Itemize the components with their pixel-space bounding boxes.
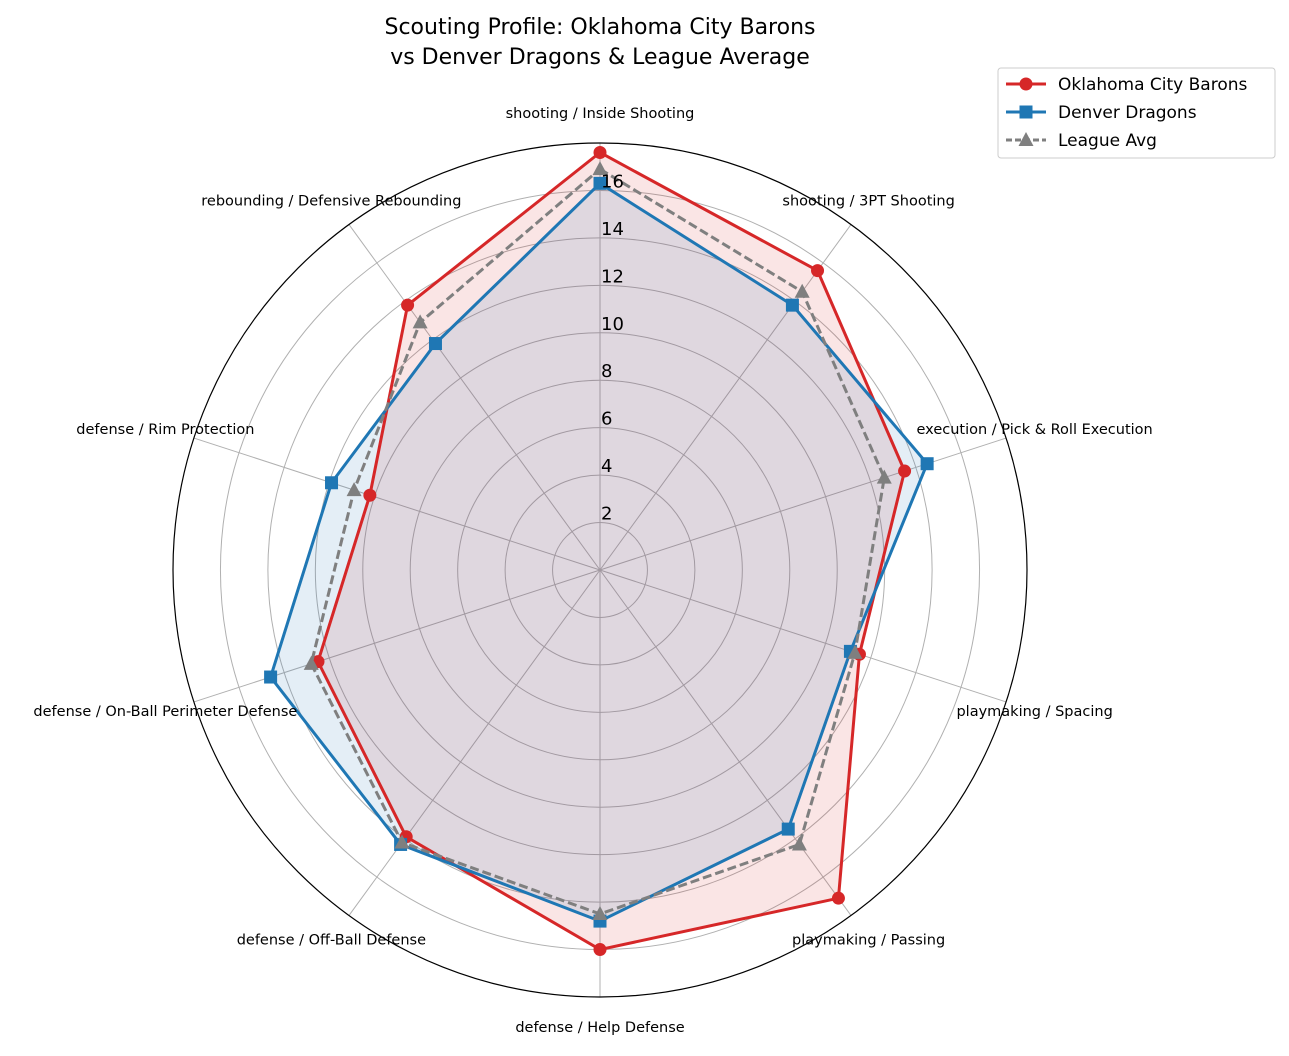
data-point [847,644,863,659]
category-label: shooting / 3PT Shooting [782,193,954,209]
legend-marker [1019,77,1033,91]
chart-title-line1: Scouting Profile: Oklahoma City Barons [385,15,816,40]
data-point [428,337,442,351]
category-label: defense / Rim Protection [76,422,254,438]
grid-spoke [599,224,852,571]
data-point [592,905,608,920]
grid-spoke [348,569,601,916]
category-label: defense / Help Defense [515,1020,684,1036]
grid-spoke [348,224,601,571]
data-point [781,822,795,836]
data-point [394,834,410,849]
legend-label: Oklahoma City Barons [1058,75,1248,95]
radial-tick-label: 16 [601,171,624,192]
grid-spoke [599,569,852,916]
legend-marker [1019,105,1033,119]
data-point [264,670,278,684]
category-label: defense / Off-Ball Defense [237,933,426,949]
data-point [898,464,912,478]
category-label: shooting / Inside Shooting [506,106,695,122]
data-point [412,314,428,329]
legend-label: Denver Dragons [1058,103,1197,123]
grid-spoke [599,569,1007,703]
legend-marker [1018,132,1034,146]
radial-tick-label: 4 [601,456,612,477]
grid-spoke [193,569,601,703]
radial-tick-label: 10 [601,314,624,335]
data-point [831,891,845,905]
category-label: playmaking / Spacing [956,704,1112,720]
data-point [363,488,377,502]
legend-label: League Avg [1058,131,1157,151]
data-point [593,943,607,957]
data-point [325,476,339,490]
data-point [592,161,608,176]
grid-spoke [193,437,601,571]
category-label: defense / On-Ball Perimeter Defense [33,704,297,720]
data-point [920,457,934,471]
data-point [346,482,362,497]
radial-tick-label: 12 [601,266,624,287]
series-fill [317,152,905,950]
category-label: rebounding / Defensive Rebounding [201,193,461,209]
data-point [794,283,810,298]
data-point [876,469,892,484]
data-point [785,298,799,312]
category-label: execution / Pick & Roll Execution [917,422,1153,438]
radial-tick-label: 6 [601,409,612,430]
legend-box [997,67,1276,159]
chart-title-line2: vs Denver Dragons & League Average [390,45,810,70]
data-point [791,836,807,851]
series-fill [270,183,928,922]
grid-spoke [599,437,1007,571]
data-point [303,655,319,670]
outer-frame [172,142,1028,998]
data-point [401,298,415,312]
category-label: playmaking / Passing [792,933,945,949]
data-point [593,176,607,190]
radial-tick-label: 14 [601,219,624,240]
radial-tick-label: 2 [601,504,612,525]
data-point [811,264,825,278]
radial-tick-label: 8 [601,361,612,382]
data-point [593,145,607,159]
